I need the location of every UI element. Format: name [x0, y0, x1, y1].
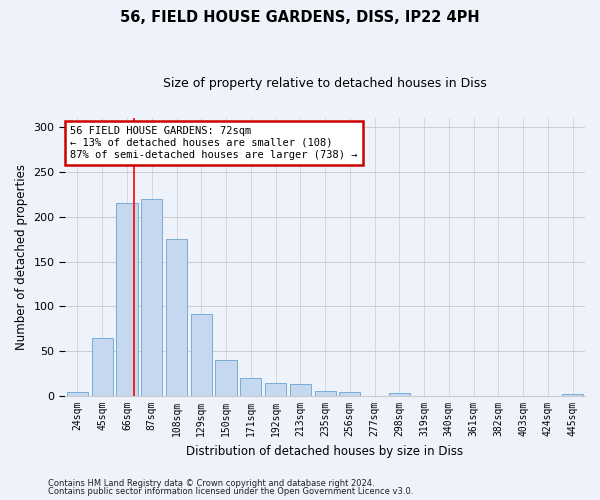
- Bar: [290, 384, 311, 396]
- Bar: [314, 390, 335, 396]
- Bar: [92, 338, 113, 396]
- Bar: [166, 239, 187, 396]
- Bar: [339, 392, 361, 396]
- Text: 56, FIELD HOUSE GARDENS, DISS, IP22 4PH: 56, FIELD HOUSE GARDENS, DISS, IP22 4PH: [120, 10, 480, 25]
- Text: Contains HM Land Registry data © Crown copyright and database right 2024.: Contains HM Land Registry data © Crown c…: [48, 478, 374, 488]
- Bar: [116, 203, 137, 396]
- Bar: [240, 378, 261, 396]
- Bar: [562, 394, 583, 396]
- Y-axis label: Number of detached properties: Number of detached properties: [15, 164, 28, 350]
- Bar: [141, 199, 162, 396]
- Bar: [191, 314, 212, 396]
- Bar: [389, 394, 410, 396]
- Text: Contains public sector information licensed under the Open Government Licence v3: Contains public sector information licen…: [48, 487, 413, 496]
- Bar: [67, 392, 88, 396]
- Bar: [215, 360, 236, 396]
- Bar: [265, 382, 286, 396]
- Title: Size of property relative to detached houses in Diss: Size of property relative to detached ho…: [163, 78, 487, 90]
- X-axis label: Distribution of detached houses by size in Diss: Distribution of detached houses by size …: [187, 444, 464, 458]
- Text: 56 FIELD HOUSE GARDENS: 72sqm
← 13% of detached houses are smaller (108)
87% of : 56 FIELD HOUSE GARDENS: 72sqm ← 13% of d…: [70, 126, 358, 160]
